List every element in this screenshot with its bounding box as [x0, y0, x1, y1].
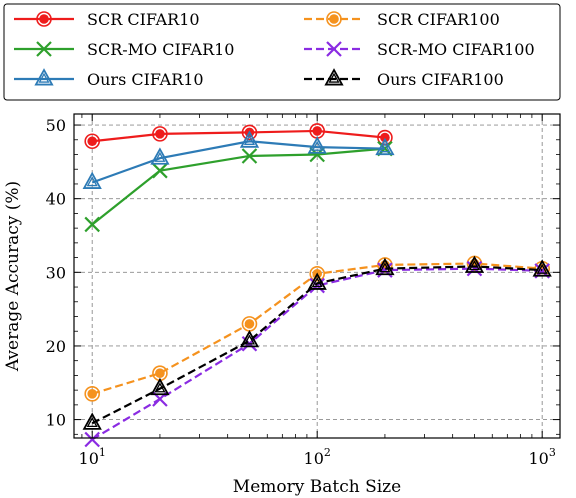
data-point [307, 272, 327, 290]
data-point [375, 137, 395, 156]
axis-ticks [74, 114, 560, 438]
data-point [307, 136, 327, 154]
legend-item: SCR-MO CIFAR100 [304, 40, 535, 59]
legend-label: Ours CIFAR10 [87, 70, 204, 89]
legend-item: SCR CIFAR10 [14, 10, 200, 29]
legend-label: SCR-MO CIFAR100 [377, 40, 535, 59]
legend-swatch-marker [36, 41, 52, 57]
data-point [532, 259, 552, 277]
data-point [466, 260, 483, 277]
data-point [84, 216, 100, 233]
y-axis-label: Average Accuracy (%) [3, 181, 23, 372]
data-point [239, 329, 260, 348]
x-tick-exponent: 1 [99, 446, 106, 459]
legend-label: SCR CIFAR100 [377, 10, 500, 29]
data-point [84, 133, 101, 150]
series-group [82, 123, 552, 448]
data-point [84, 386, 101, 402]
x-tick-label: 103 [529, 446, 556, 468]
data-point [150, 147, 170, 165]
y-tick-label: 10 [46, 411, 66, 430]
legend-swatch-marker [324, 68, 344, 86]
x-tick-label: 101 [79, 446, 106, 468]
legend-swatch-marker [326, 41, 342, 57]
series-0 [84, 123, 393, 150]
legend-swatch-marker [326, 11, 342, 27]
legend-label: Ours CIFAR100 [377, 70, 504, 89]
series-3 [84, 260, 550, 448]
series-5 [82, 255, 552, 430]
data-point [82, 412, 102, 430]
data-point [239, 130, 260, 148]
x-axis-label: Memory Batch Size [233, 477, 401, 497]
y-tick-label: 50 [46, 116, 66, 135]
series-2 [84, 140, 393, 233]
legend-swatch-marker [36, 11, 52, 27]
x-tick-base: 10 [79, 449, 99, 468]
legend-item: Ours CIFAR100 [304, 68, 504, 89]
data-point [152, 126, 168, 142]
legend-item: SCR-MO CIFAR10 [14, 40, 234, 59]
series-4 [82, 130, 395, 189]
legend-swatch-marker [34, 68, 54, 86]
legend-item: Ours CIFAR10 [14, 68, 204, 89]
legend: SCR CIFAR10 SCR CIFAR100 SCR-MO CIFAR10 SCR… [3, 3, 561, 101]
x-tick-base: 10 [529, 449, 549, 468]
series-line [91, 147, 386, 226]
data-point [84, 431, 100, 448]
x-tick-base: 10 [304, 449, 324, 468]
data-point [241, 148, 258, 164]
series-line [91, 265, 543, 425]
series-line [91, 140, 385, 184]
y-tick-label: 30 [46, 263, 66, 282]
data-point [241, 316, 258, 332]
data-point [82, 171, 102, 189]
data-point [464, 255, 485, 273]
series-line [92, 129, 386, 143]
data-point [375, 257, 395, 276]
data-point [152, 162, 168, 179]
x-tick-exponent: 3 [549, 446, 556, 459]
legend-label: SCR-MO CIFAR10 [87, 40, 234, 59]
y-tick-label: 20 [46, 337, 66, 356]
x-tick-exponent: 2 [324, 446, 331, 459]
legend-box [3, 3, 561, 101]
x-tick-label: 102 [304, 446, 331, 468]
legend-item: SCR CIFAR100 [304, 10, 500, 29]
data-point [150, 377, 170, 396]
y-tick-label: 40 [46, 190, 66, 209]
legend-label: SCR CIFAR10 [87, 10, 200, 29]
data-point [309, 277, 325, 294]
